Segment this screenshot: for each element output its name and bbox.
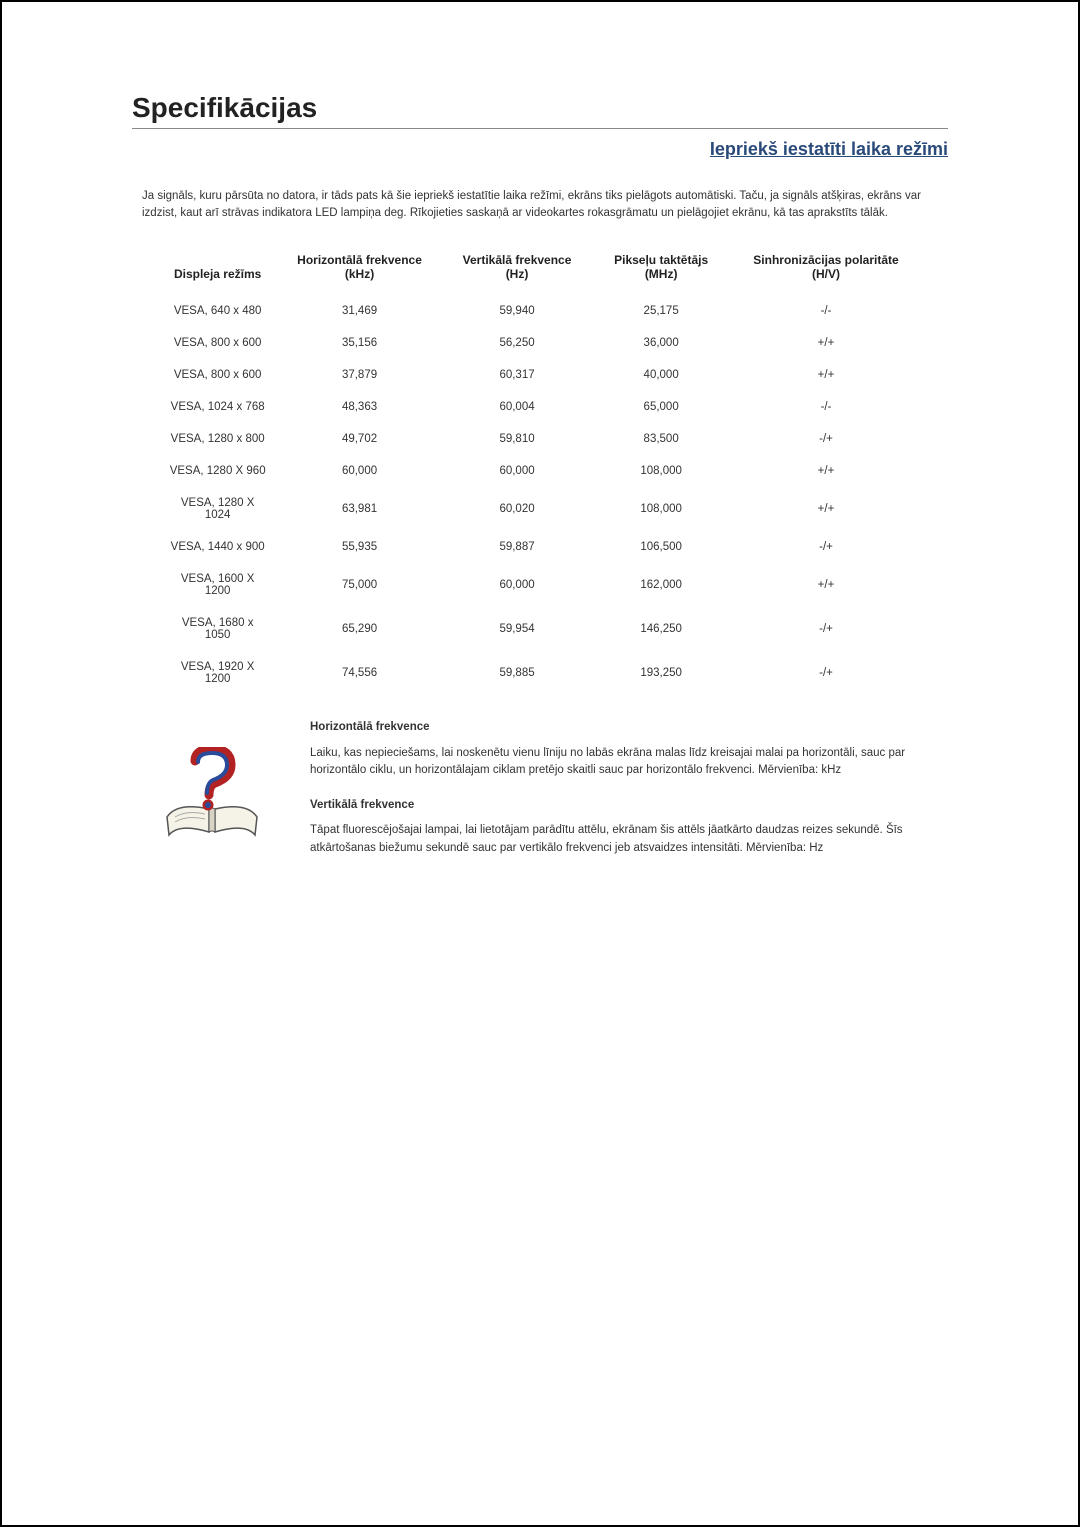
table-header-row: Displeja režīms Horizontālā frekvence (k… [160, 243, 920, 295]
table-cell: 162,000 [590, 563, 732, 607]
table-cell: 146,250 [590, 607, 732, 651]
question-book-icon [142, 719, 282, 875]
table-cell: -/+ [732, 423, 920, 455]
table-cell: 74,556 [275, 651, 443, 695]
table-cell: +/+ [732, 327, 920, 359]
table-cell: VESA, 1680 x 1050 [160, 607, 275, 651]
table-cell: VESA, 1920 X 1200 [160, 651, 275, 695]
table-row: VESA, 640 x 48031,46959,94025,175-/- [160, 295, 920, 327]
table-cell: +/+ [732, 487, 920, 531]
table-cell: -/- [732, 391, 920, 423]
col-header: Pikseļu taktētājs (MHz) [590, 243, 732, 295]
document-page: Specifikācijas Iepriekš iestatīti laika … [2, 2, 1078, 1525]
definitions-text: Horizontālā frekvence Laiku, kas nepieci… [310, 719, 938, 875]
page-subtitle: Iepriekš iestatīti laika režīmi [132, 139, 948, 160]
table-cell: 60,000 [444, 563, 591, 607]
table-row: VESA, 800 x 60035,15656,25036,000+/+ [160, 327, 920, 359]
col-header: Displeja režīms [160, 243, 275, 295]
col-header: Vertikālā frekvence (Hz) [444, 243, 591, 295]
table-cell: VESA, 800 x 600 [160, 327, 275, 359]
table-cell: -/+ [732, 531, 920, 563]
table-cell: +/+ [732, 359, 920, 391]
page-title: Specifikācijas [132, 92, 948, 124]
vert-freq-body: Tāpat fluorescējošajai lampai, lai lieto… [310, 822, 938, 857]
table-row: VESA, 1280 X 96060,00060,000108,000+/+ [160, 455, 920, 487]
table-cell: 106,500 [590, 531, 732, 563]
divider [132, 128, 948, 129]
table-row: VESA, 1280 x 80049,70259,81083,500-/+ [160, 423, 920, 455]
table-cell: 60,317 [444, 359, 591, 391]
table-cell: 193,250 [590, 651, 732, 695]
table-cell: 60,000 [275, 455, 443, 487]
table-row: VESA, 1280 X 102463,98160,020108,000+/+ [160, 487, 920, 531]
table-cell: 37,879 [275, 359, 443, 391]
table-row: VESA, 1680 x 105065,29059,954146,250-/+ [160, 607, 920, 651]
table-cell: 40,000 [590, 359, 732, 391]
table-cell: VESA, 800 x 600 [160, 359, 275, 391]
table-cell: 25,175 [590, 295, 732, 327]
table-cell: 65,290 [275, 607, 443, 651]
table-cell: VESA, 1280 x 800 [160, 423, 275, 455]
table-cell: 31,469 [275, 295, 443, 327]
table-cell: 59,940 [444, 295, 591, 327]
table-row: VESA, 1920 X 120074,55659,885193,250-/+ [160, 651, 920, 695]
table-cell: 60,020 [444, 487, 591, 531]
table-cell: +/+ [732, 455, 920, 487]
table-cell: 108,000 [590, 455, 732, 487]
table-cell: 48,363 [275, 391, 443, 423]
table-cell: -/+ [732, 651, 920, 695]
table-row: VESA, 1600 X 120075,00060,000162,000+/+ [160, 563, 920, 607]
col-header: Horizontālā frekvence (kHz) [275, 243, 443, 295]
table-cell: 83,500 [590, 423, 732, 455]
table-cell: VESA, 1440 x 900 [160, 531, 275, 563]
table-cell: VESA, 1600 X 1200 [160, 563, 275, 607]
title-block: Specifikācijas Iepriekš iestatīti laika … [132, 92, 948, 160]
table-cell: 108,000 [590, 487, 732, 531]
table-cell: 63,981 [275, 487, 443, 531]
horiz-freq-body: Laiku, kas nepieciešams, lai noskenētu v… [310, 745, 938, 780]
table-cell: VESA, 1280 X 1024 [160, 487, 275, 531]
table-cell: 35,156 [275, 327, 443, 359]
table-cell: 36,000 [590, 327, 732, 359]
table-cell: +/+ [732, 563, 920, 607]
table-cell: 56,250 [444, 327, 591, 359]
table-cell: 59,954 [444, 607, 591, 651]
table-cell: 59,887 [444, 531, 591, 563]
table-row: VESA, 800 x 60037,87960,31740,000+/+ [160, 359, 920, 391]
table-cell: VESA, 1280 X 960 [160, 455, 275, 487]
vert-freq-heading: Vertikālā frekvence [310, 797, 938, 814]
table-cell: 59,810 [444, 423, 591, 455]
table-cell: 59,885 [444, 651, 591, 695]
horiz-freq-heading: Horizontālā frekvence [310, 719, 938, 736]
definitions-block: Horizontālā frekvence Laiku, kas nepieci… [142, 719, 938, 875]
table-row: VESA, 1024 x 76848,36360,00465,000-/- [160, 391, 920, 423]
table-cell: -/+ [732, 607, 920, 651]
table-row: VESA, 1440 x 90055,93559,887106,500-/+ [160, 531, 920, 563]
table-cell: 49,702 [275, 423, 443, 455]
table-cell: 60,004 [444, 391, 591, 423]
intro-paragraph: Ja signāls, kuru pārsūta no datora, ir t… [142, 188, 938, 221]
table-cell: VESA, 640 x 480 [160, 295, 275, 327]
table-cell: 55,935 [275, 531, 443, 563]
col-header: Sinhronizācijas polaritāte (H/V) [732, 243, 920, 295]
table-cell: 65,000 [590, 391, 732, 423]
table-cell: VESA, 1024 x 768 [160, 391, 275, 423]
table-cell: 60,000 [444, 455, 591, 487]
table-cell: 75,000 [275, 563, 443, 607]
spec-table: Displeja režīms Horizontālā frekvence (k… [160, 243, 920, 695]
table-cell: -/- [732, 295, 920, 327]
